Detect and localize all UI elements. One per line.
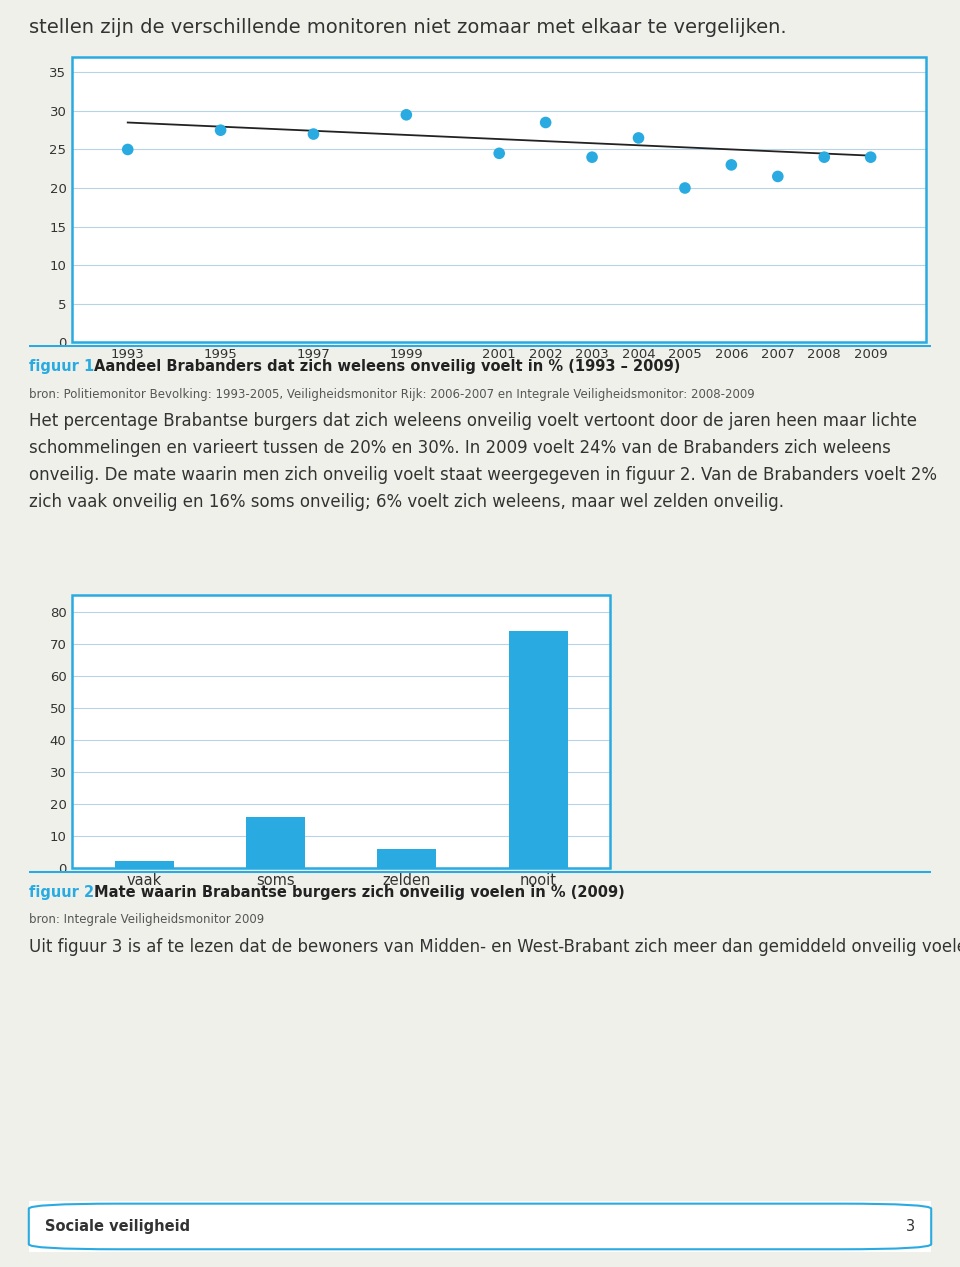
Text: figuur 2: figuur 2 (29, 884, 94, 900)
Text: Uit figuur 3 is af te lezen dat de bewoners van Midden- en West-Brabant zich mee: Uit figuur 3 is af te lezen dat de bewon… (29, 938, 960, 955)
Point (863, 147, 878, 167)
Point (538, 113, 553, 133)
Text: Sociale veiligheid: Sociale veiligheid (45, 1219, 190, 1234)
Bar (114, 862, 174, 868)
Point (724, 155, 739, 175)
Text: Het percentage Brabantse burgers dat zich weleens onveilig voelt vertoont door d: Het percentage Brabantse burgers dat zic… (29, 412, 937, 511)
Text: 3: 3 (906, 1219, 915, 1234)
Point (398, 105, 414, 125)
Text: figuur 1: figuur 1 (29, 359, 94, 374)
Bar (509, 631, 567, 868)
Text: bron: Integrale Veiligheidsmonitor 2009: bron: Integrale Veiligheidsmonitor 2009 (29, 914, 264, 926)
Point (120, 139, 135, 160)
Bar (246, 817, 305, 868)
Point (677, 177, 692, 198)
Point (306, 124, 322, 144)
Text: Mate waarin Brabantse burgers zich onveilig voelen in % (2009): Mate waarin Brabantse burgers zich onvei… (94, 884, 625, 900)
Point (817, 147, 832, 167)
FancyBboxPatch shape (29, 1204, 931, 1249)
Text: Aandeel Brabanders dat zich weleens onveilig voelt in % (1993 – 2009): Aandeel Brabanders dat zich weleens onve… (94, 359, 680, 374)
Text: stellen zijn de verschillende monitoren niet zomaar met elkaar te vergelijken.: stellen zijn de verschillende monitoren … (29, 19, 786, 37)
Point (213, 120, 228, 141)
Point (585, 147, 600, 167)
Point (770, 166, 785, 186)
Text: bron: Politiemonitor Bevolking: 1993-2005, Veiligheidsmonitor Rijk: 2006-2007 en: bron: Politiemonitor Bevolking: 1993-200… (29, 388, 755, 400)
Point (492, 143, 507, 163)
Point (631, 128, 646, 148)
Bar (377, 849, 436, 868)
